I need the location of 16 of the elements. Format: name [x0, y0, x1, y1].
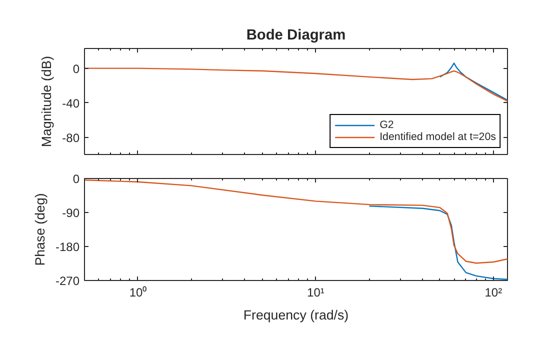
chart-title: Bode Diagram	[246, 28, 346, 44]
y-tick-label: 0	[72, 172, 80, 186]
y-tick-label: -40	[62, 96, 80, 110]
y-tick-label: 0	[72, 62, 80, 76]
x-tick-label: 10¹	[307, 286, 324, 300]
y-tick-label: -80	[62, 130, 80, 145]
x-axis-title: Frequency (rad/s)	[243, 308, 349, 322]
x-tick-label: 10⁰	[129, 286, 147, 300]
y-axis-title: Phase (deg)	[32, 193, 48, 266]
y-tick-label: -270	[55, 274, 80, 288]
legend-label: Identified model at t=20s	[380, 131, 496, 143]
y-tick-label: -180	[55, 240, 80, 254]
x-tick-label: 10²	[484, 286, 502, 300]
legend-label: G2	[380, 119, 395, 131]
y-axis-title: Magnitude (dB)	[39, 56, 54, 148]
y-tick-label: -90	[62, 206, 80, 220]
